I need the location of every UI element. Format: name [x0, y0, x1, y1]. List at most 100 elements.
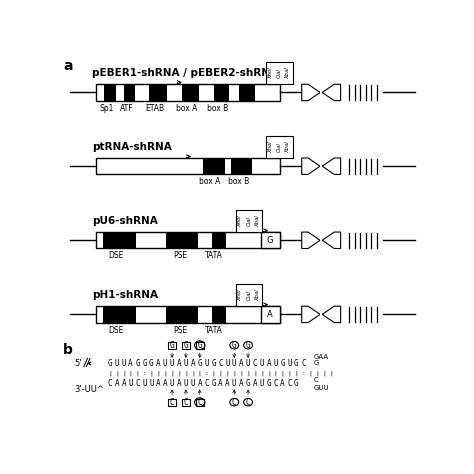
- Text: ClaI: ClaI: [277, 142, 282, 152]
- Bar: [166, 306, 198, 323]
- Text: PSE: PSE: [173, 326, 188, 335]
- FancyArrow shape: [301, 232, 320, 248]
- Text: |: |: [226, 371, 229, 376]
- Text: U: U: [142, 379, 147, 388]
- Text: C: C: [108, 379, 112, 388]
- FancyArrow shape: [322, 232, 341, 248]
- Text: G: G: [108, 359, 112, 368]
- Text: box A: box A: [176, 104, 198, 113]
- Text: |: |: [156, 371, 160, 376]
- Bar: [212, 306, 226, 323]
- Text: U: U: [260, 379, 264, 388]
- Text: |: |: [191, 371, 195, 376]
- Text: A: A: [266, 359, 271, 368]
- Text: A: A: [156, 359, 161, 368]
- Text: A: A: [115, 379, 119, 388]
- Text: U: U: [121, 359, 126, 368]
- Text: |: |: [288, 371, 292, 376]
- Text: A: A: [197, 379, 202, 388]
- Text: ClaI: ClaI: [277, 68, 282, 78]
- Text: |: |: [212, 371, 215, 376]
- Text: box B: box B: [207, 104, 228, 113]
- Text: G: G: [149, 359, 154, 368]
- Text: 5': 5': [75, 359, 82, 368]
- Text: XhoI: XhoI: [237, 215, 243, 227]
- Text: |: |: [170, 371, 174, 376]
- Text: ClaI: ClaI: [246, 216, 251, 226]
- Bar: [102, 306, 136, 323]
- Text: |: |: [232, 371, 236, 376]
- Text: G: G: [142, 359, 147, 368]
- Text: U: U: [246, 359, 250, 368]
- Text: C: C: [218, 359, 223, 368]
- Text: |: |: [164, 371, 167, 376]
- Text: G: G: [232, 341, 237, 350]
- Text: GUU: GUU: [313, 385, 329, 391]
- Text: C: C: [287, 379, 292, 388]
- Text: A: A: [177, 379, 182, 388]
- Bar: [96, 84, 280, 100]
- Text: GAA: GAA: [313, 354, 328, 360]
- Bar: [182, 342, 190, 348]
- Text: U: U: [287, 359, 292, 368]
- Text: TATA: TATA: [205, 326, 222, 335]
- Text: U: U: [273, 359, 278, 368]
- Text: U: U: [191, 379, 195, 388]
- Text: |: |: [115, 371, 118, 376]
- Text: A: A: [191, 359, 195, 368]
- Text: G: G: [135, 359, 140, 368]
- Text: |: |: [253, 371, 257, 376]
- Text: |: |: [281, 371, 284, 376]
- Bar: [96, 232, 280, 248]
- Text: box A: box A: [199, 177, 220, 186]
- Text: |: |: [267, 371, 271, 376]
- Text: |: |: [149, 371, 153, 376]
- Text: A: A: [218, 379, 223, 388]
- Text: G: G: [170, 341, 174, 350]
- Text: |: |: [260, 371, 264, 376]
- Text: |: |: [329, 371, 333, 376]
- Bar: [239, 84, 255, 100]
- Text: G: G: [246, 341, 250, 350]
- FancyArrow shape: [322, 84, 341, 100]
- Text: G: G: [313, 360, 319, 366]
- Text: PSE: PSE: [173, 251, 188, 260]
- Text: G: G: [266, 379, 271, 388]
- Text: C: C: [183, 398, 188, 407]
- Text: box B: box B: [228, 177, 249, 186]
- Bar: [236, 284, 262, 306]
- Text: C: C: [301, 359, 306, 368]
- Text: |: |: [246, 371, 250, 376]
- Text: A: A: [121, 379, 126, 388]
- Text: |: |: [239, 371, 243, 376]
- Bar: [236, 210, 262, 232]
- Text: |: |: [309, 371, 312, 376]
- Text: G: G: [294, 359, 299, 368]
- Text: U: U: [225, 359, 230, 368]
- FancyArrow shape: [301, 306, 320, 323]
- Text: U: U: [232, 379, 237, 388]
- Text: |: |: [122, 371, 126, 376]
- Text: C: C: [135, 379, 140, 388]
- Text: :: :: [301, 371, 305, 376]
- Text: a: a: [63, 59, 73, 73]
- FancyArrow shape: [301, 158, 320, 174]
- Text: XbaI: XbaI: [286, 67, 291, 79]
- Bar: [212, 232, 226, 248]
- Text: A: A: [128, 359, 133, 368]
- Bar: [124, 84, 135, 100]
- Text: A: A: [239, 359, 244, 368]
- Bar: [320, 306, 322, 323]
- Bar: [320, 84, 322, 100]
- Bar: [104, 84, 116, 100]
- Bar: [96, 158, 280, 174]
- FancyArrow shape: [322, 306, 341, 323]
- Text: b: b: [63, 343, 73, 357]
- Text: 3'-UU^: 3'-UU^: [75, 384, 105, 393]
- Bar: [182, 399, 190, 406]
- Text: A: A: [163, 379, 167, 388]
- Text: ATF: ATF: [119, 104, 133, 113]
- Text: U: U: [115, 359, 119, 368]
- Text: XbaI: XbaI: [255, 215, 260, 227]
- Text: |: |: [322, 371, 326, 376]
